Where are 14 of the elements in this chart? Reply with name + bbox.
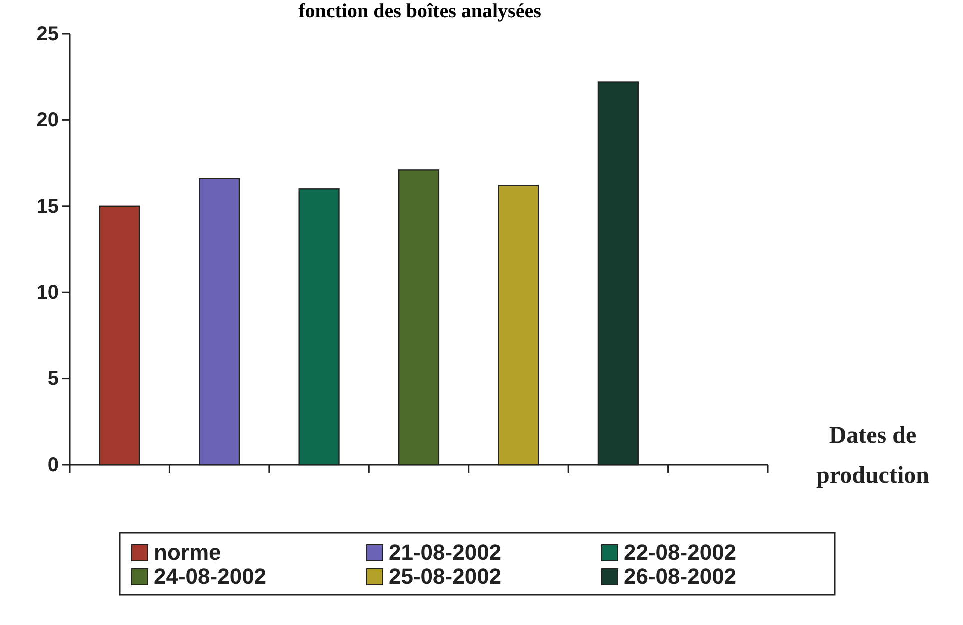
legend-label: 25-08-2002 [389, 564, 502, 589]
legend-label: norme [154, 540, 222, 565]
y-tick-label: 5 [48, 368, 59, 390]
y-tick-label: 0 [48, 454, 59, 476]
y-tick-label: 25 [36, 23, 59, 46]
chart-title: fonction des boîtes analysées [298, 0, 542, 23]
legend-label: 26-08-2002 [624, 564, 737, 589]
y-tick-label: 10 [36, 282, 59, 304]
legend-label: 21-08-2002 [389, 540, 502, 565]
y-tick-label: 20 [36, 110, 59, 132]
y-tick-label: 15 [36, 196, 59, 218]
x-axis-title: Dates de production [816, 423, 930, 489]
legend-label: 24-08-2002 [154, 564, 267, 589]
legend-label: 22-08-2002 [624, 540, 737, 565]
